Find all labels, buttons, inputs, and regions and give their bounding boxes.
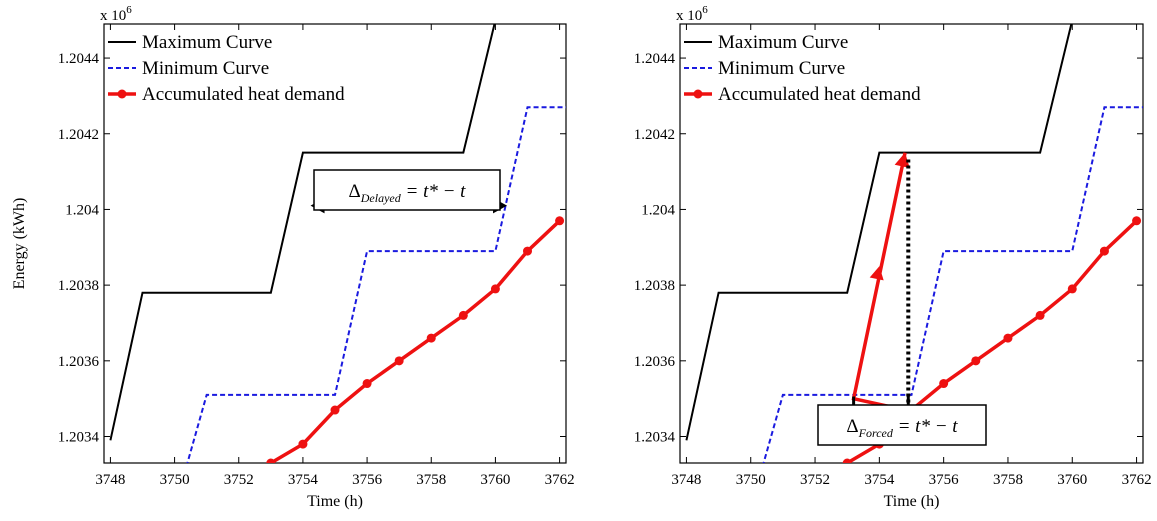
left-ticks: 3748 3750 3752 3754 3756 3758 3760 3762 1.2034 1.… <box>58 24 575 488</box>
x-tick-label: 3754 <box>864 472 895 488</box>
series-group <box>109 24 566 463</box>
forced-path-line <box>851 152 907 412</box>
y-tick-label: 1.2044 <box>58 51 100 67</box>
right-legend: Maximum Curve Minimum Curve Accumulated he… <box>684 32 921 105</box>
y-tick-label: 1.2042 <box>634 127 675 143</box>
y-tick-label: 1.2036 <box>58 354 100 370</box>
heat-demand-point <box>458 310 468 320</box>
heat-demand-point <box>266 458 276 463</box>
right-y-multiplier: x 106 <box>676 4 708 24</box>
y-tick-label: 1.2038 <box>58 278 99 294</box>
left-y-multiplier: x 106 <box>100 4 132 24</box>
x-tick-label: 3762 <box>1122 472 1152 488</box>
heat-demand-point <box>394 356 404 366</box>
heat-demand-point <box>1099 246 1109 256</box>
annotation-formula: = t* − t <box>401 181 466 202</box>
x-tick-label: 3748 <box>95 472 125 488</box>
annotation-label: ΔForced = t* − t <box>846 416 958 440</box>
legend-marker <box>693 89 703 99</box>
x-tick-label: 3758 <box>993 472 1023 488</box>
heat-demand-point <box>1003 333 1013 343</box>
heat-demand-point <box>490 284 500 294</box>
y-tick-label: 1.2038 <box>634 278 675 294</box>
heat-demand-point <box>1132 216 1142 226</box>
x-tick-label: 3756 <box>352 472 383 488</box>
annotation-subscript: Delayed <box>360 191 402 205</box>
x-tick-label: 3750 <box>736 472 766 488</box>
minimum-curve-line <box>762 106 1143 463</box>
right-chart-panel: 3748 3750 3752 3754 3756 3758 3760 3762 1.2034 1.… <box>634 4 1152 510</box>
annotation-formula: = t* − t <box>893 416 958 437</box>
left-plot-area <box>109 24 566 463</box>
x-tick-label: 3758 <box>416 472 446 488</box>
heat-demand-point <box>939 379 949 389</box>
y-tick-label: 1.2034 <box>634 430 676 446</box>
y-tick-label: 1.204 <box>641 202 675 218</box>
right-forced-annotation: ΔForced = t* − t <box>817 152 987 446</box>
y-tick-label: 1.204 <box>65 202 99 218</box>
heat-demand-point <box>298 439 308 449</box>
x-tick-label: 3756 <box>929 472 960 488</box>
left-legend: Maximum Curve Minimum Curve Accumulated he… <box>108 32 345 105</box>
annotation-box <box>313 169 501 211</box>
x-tick-label: 3760 <box>480 472 510 488</box>
left-chart-panel: 3748 3750 3752 3754 3756 3758 3760 3762 1.2034 1.… <box>11 4 575 510</box>
annotation-box <box>817 404 987 446</box>
legend-entry: Accumulated heat demand <box>718 84 921 105</box>
y-tick-label: 1.2034 <box>58 430 100 446</box>
x-tick-label: 3748 <box>671 472 701 488</box>
forced-arrow-head-mid <box>869 266 884 281</box>
heat-demand-point <box>523 246 532 256</box>
heat-demand-point <box>330 405 340 415</box>
x-tick-label: 3762 <box>545 472 575 488</box>
annotation-delta: Δ <box>846 416 858 437</box>
y-tick-label: 1.2042 <box>58 127 99 143</box>
heat-demand-point <box>1067 284 1077 294</box>
y-tick-label: 1.2044 <box>634 51 676 67</box>
annotation-label: ΔDelayed = t* − t <box>349 181 467 205</box>
legend-entry: Minimum Curve <box>142 58 269 79</box>
maximum-curve-line <box>685 24 1073 441</box>
legend-entry: Maximum Curve <box>142 32 272 53</box>
x-tick-label: 3760 <box>1057 472 1087 488</box>
x-tick-label: 3752 <box>224 472 254 488</box>
left-axes-frame <box>103 23 567 464</box>
heat-demand-point <box>362 379 372 389</box>
right-x-axis-label: Time (h) <box>884 493 940 510</box>
annotation-delta: Δ <box>349 181 361 202</box>
maximum-curve-line <box>109 24 496 441</box>
x-tick-label: 3750 <box>160 472 190 488</box>
heat-demand-point <box>426 333 436 343</box>
annotation-subscript: Forced <box>858 426 894 440</box>
y-tick-label: 1.2036 <box>634 354 676 370</box>
legend-entry: Minimum Curve <box>718 58 845 79</box>
accumulated-heat-demand-line <box>269 219 561 463</box>
left-x-axis-label: Time (h) <box>307 493 363 510</box>
left-y-axis-label: Energy (kWh) <box>11 198 28 290</box>
heat-demand-point <box>555 216 565 226</box>
heat-demand-point <box>971 356 981 366</box>
legend-marker <box>117 89 127 99</box>
x-tick-label: 3752 <box>800 472 830 488</box>
legend-entry: Accumulated heat demand <box>142 84 345 105</box>
right-axes-frame <box>679 23 1144 464</box>
heat-demand-point <box>1035 310 1045 320</box>
heat-demand-point <box>842 458 852 463</box>
minimum-curve-line <box>186 106 566 463</box>
x-tick-label: 3754 <box>288 472 319 488</box>
legend-entry: Maximum Curve <box>718 32 848 53</box>
left-delayed-annotation: ΔDelayed = t* − t <box>310 169 508 214</box>
forced-arrow-head-top <box>894 152 910 168</box>
right-ticks: 3748 3750 3752 3754 3756 3758 3760 3762 1.2034 1.… <box>634 24 1152 488</box>
